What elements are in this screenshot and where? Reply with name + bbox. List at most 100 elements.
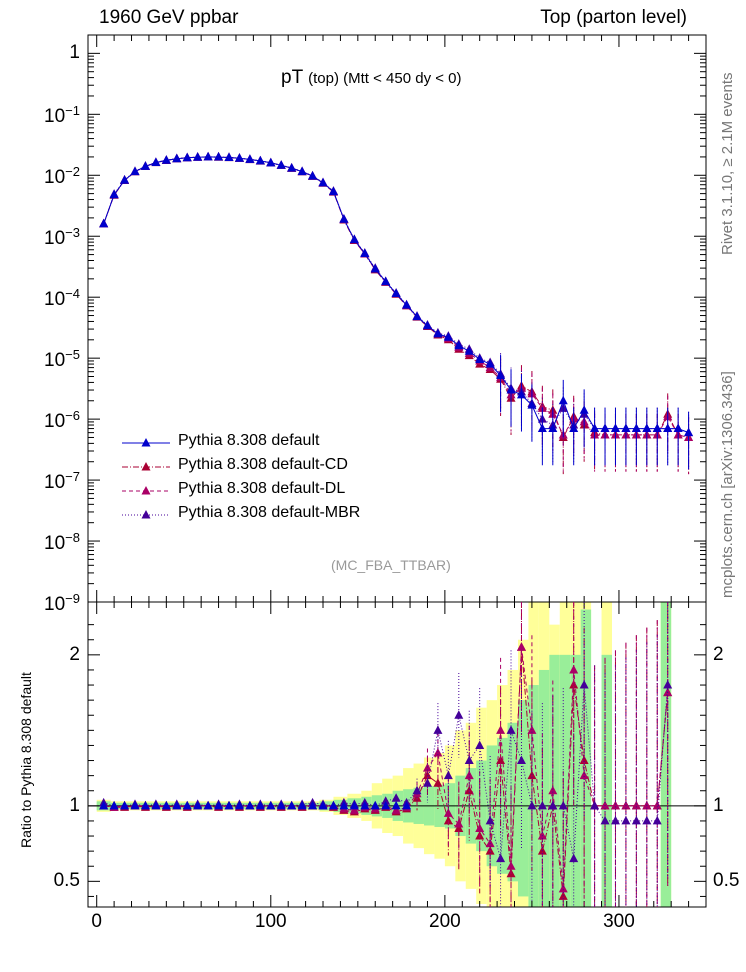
ratio-point-dl: [443, 808, 453, 817]
point-default: [422, 320, 432, 330]
main-y-tick-label: 10−6: [44, 408, 80, 433]
point-default: [558, 395, 568, 405]
point-default: [99, 218, 109, 228]
point-default: [402, 300, 412, 309]
ratio-point-default: [391, 800, 401, 810]
ratio-point-default: [203, 800, 213, 810]
ratio-point-mbr: [600, 815, 610, 825]
legend-marks: [122, 438, 170, 519]
point-default: [276, 160, 286, 169]
ratio-point-default: [370, 800, 380, 810]
ratio-point-default: [339, 800, 349, 810]
ratio-point-default: [130, 800, 140, 810]
legend-label-dl: Pythia 8.308 default-DL: [178, 480, 346, 497]
ratio-point-default: [276, 800, 286, 810]
band-green: [570, 654, 581, 907]
header-right: Top (parton level): [540, 7, 687, 28]
rivet-side-label: Rivet 3.1.10, ≥ 2.1M events: [719, 72, 736, 256]
ratio-point-default: [214, 800, 224, 810]
ratio-point-default: [297, 800, 307, 810]
ratio-point-dl: [631, 800, 641, 810]
ratio-frame-box: [87, 601, 707, 908]
point-default: [610, 423, 620, 433]
ratio-point-cd: [443, 815, 453, 825]
band-green: [559, 654, 571, 907]
point-default: [412, 311, 422, 321]
ratio-point-default: [287, 800, 297, 810]
ratio-point-dl: [433, 747, 443, 757]
ratio-point-dl: [391, 805, 401, 814]
point-default: [631, 423, 641, 433]
ratio-point-default: [193, 800, 203, 810]
ratio-point-default: [140, 800, 150, 810]
point-default: [443, 332, 453, 341]
point-default: [255, 155, 265, 165]
point-default: [182, 152, 192, 162]
point-default: [590, 423, 600, 433]
ratio-point-mbr: [506, 725, 516, 734]
ratio-point-default: [402, 800, 412, 810]
point-default: [318, 177, 328, 187]
ratio-point-dl: [558, 883, 568, 893]
point-default: [381, 276, 391, 286]
ratio-point-default: [349, 800, 359, 810]
point-default: [308, 171, 318, 180]
ratio-point-default: [161, 800, 171, 810]
point-default: [297, 166, 307, 176]
main-plot-frame: [87, 34, 707, 603]
ratio-point-mbr: [391, 793, 401, 802]
point-default: [464, 346, 474, 355]
band-green: [660, 602, 672, 907]
point-default: [193, 152, 203, 161]
ratio-point-cd: [422, 770, 432, 780]
legend-marker-default: [141, 438, 151, 447]
band-green: [528, 685, 539, 907]
ratio-y-axis-label: Ratio to Pythia 8.308 default: [18, 672, 34, 848]
ratio-point-dl: [485, 838, 495, 848]
ratio-point-dl: [610, 800, 620, 810]
ratio-point-cd: [454, 823, 464, 832]
ratio-point-dl: [454, 818, 464, 828]
ratio-point-dl: [464, 770, 474, 780]
point-default: [224, 152, 234, 161]
point-default: [140, 161, 150, 170]
ratio-y-tick-label-right: 1: [713, 794, 724, 816]
point-default: [496, 370, 506, 379]
ratio-point-dl: [663, 687, 673, 697]
main-y-tick-label: 1: [69, 42, 80, 64]
main-y-tick-label: 10−2: [44, 164, 80, 189]
legend-marker-mbr: [141, 510, 151, 519]
ratio-point-mbr: [464, 755, 474, 765]
ratio-point-mbr: [485, 815, 495, 825]
point-default: [349, 234, 359, 244]
ratio-point-dl: [496, 725, 506, 734]
point-default: [663, 423, 673, 433]
point-default: [391, 288, 401, 297]
main-y-tick-label: 10−9: [44, 591, 80, 615]
ratio-point-mbr: [454, 710, 464, 719]
legend-label-mbr: Pythia 8.308 default-MBR: [178, 504, 361, 521]
band-green: [517, 700, 529, 897]
ratio-point-mbr: [590, 800, 600, 810]
ratio-point-default: [381, 800, 391, 810]
band-green: [507, 722, 518, 882]
point-default: [328, 186, 338, 196]
point-default: [485, 359, 495, 368]
ratio-point-default: [224, 800, 234, 810]
ratio-point-dl: [349, 805, 359, 814]
ratio-point-dl: [569, 664, 579, 674]
ratio-point-default: [255, 800, 265, 810]
point-default: [454, 340, 464, 350]
point-default: [266, 157, 276, 167]
ratio-point-mbr: [569, 853, 579, 863]
ratio-point-default: [360, 800, 370, 810]
ratio-point-dl: [652, 800, 662, 810]
ratio-point-mbr: [475, 740, 485, 749]
point-default: [203, 151, 213, 161]
ratio-point-dl: [579, 770, 589, 780]
point-default: [548, 423, 558, 433]
legend-label-cd: Pythia 8.308 default-CD: [178, 456, 348, 473]
chart-title-main: pT: [281, 67, 303, 88]
chart-title-sub: (top) (Mtt < 450 dy < 0): [308, 70, 462, 87]
ratio-point-dl: [516, 642, 526, 651]
